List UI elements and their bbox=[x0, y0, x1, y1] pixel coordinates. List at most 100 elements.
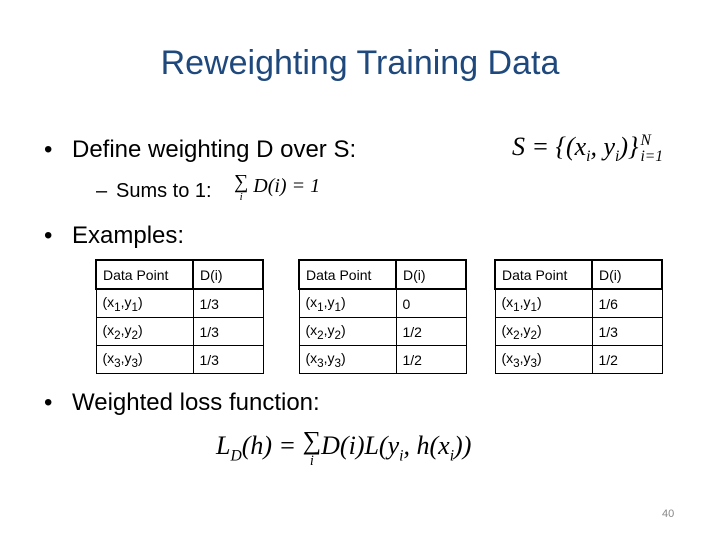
cell-part: ,y bbox=[120, 349, 132, 366]
cell-part: (x bbox=[305, 321, 318, 338]
cell-part: ,y bbox=[519, 293, 531, 310]
cell-part: (x bbox=[102, 293, 115, 310]
cell: (x3,y3) bbox=[298, 345, 397, 374]
cell-part: 3 bbox=[114, 356, 121, 370]
cell: 1/3 bbox=[192, 317, 264, 346]
formula-part: )} bbox=[619, 132, 639, 161]
cell: 1/3 bbox=[192, 288, 264, 318]
sub-bullet-marker: – bbox=[96, 180, 108, 202]
table-row: (x1,y1) 0 bbox=[298, 288, 467, 318]
header-cell: Data Point bbox=[298, 259, 397, 290]
cell-part: 3 bbox=[131, 356, 139, 370]
cell-part: 2 bbox=[530, 328, 538, 342]
table-row: (x3,y3) 1/2 bbox=[298, 345, 467, 374]
bullet-marker: • bbox=[44, 222, 53, 249]
cell: (x3,y3) bbox=[95, 345, 194, 374]
bullet-text: Define weighting D over S: bbox=[72, 136, 357, 163]
cell-part: 3 bbox=[530, 356, 538, 370]
cell: (x2,y2) bbox=[95, 317, 194, 346]
cell-part: ,y bbox=[519, 321, 531, 338]
formula-part: ∑ bbox=[234, 171, 249, 193]
cell-part: 2 bbox=[114, 328, 121, 342]
cell: 1/3 bbox=[591, 317, 663, 346]
data-table: Data Point D(i) (x1,y1) 1/6 (x2,y2) 1/3 (x3,y3… bbox=[494, 259, 663, 374]
header-cell: D(i) bbox=[192, 259, 264, 290]
sub-bullet-text: Sums to 1: bbox=[116, 180, 212, 202]
table-row: (x1,y1) 1/6 bbox=[494, 288, 663, 318]
cell-part: (x bbox=[102, 321, 115, 338]
table-row: (x3,y3) 1/2 bbox=[494, 345, 663, 374]
cell: (x3,y3) bbox=[494, 345, 593, 374]
bullet-text: Weighted loss function: bbox=[72, 389, 320, 416]
formula-part: i bbox=[449, 447, 455, 465]
formula-part: S = {(x bbox=[512, 132, 587, 161]
table-row: (x2,y2) 1/2 bbox=[298, 317, 467, 346]
cell: 1/6 bbox=[591, 288, 663, 318]
cell: 1/3 bbox=[192, 345, 264, 374]
cell-part: 2 bbox=[513, 328, 520, 342]
formula: ∑ i D(i) = 1 bbox=[234, 172, 320, 203]
formula-part: , y bbox=[590, 132, 616, 161]
formula-part: i bbox=[615, 148, 620, 166]
cell-part: ) bbox=[537, 321, 542, 338]
formula-part: )) bbox=[454, 431, 472, 461]
cell-part: ) bbox=[537, 349, 542, 366]
sigma: ∑ i bbox=[234, 172, 248, 203]
table-row: (x3,y3) 1/3 bbox=[95, 345, 264, 374]
cell-part: 2 bbox=[131, 328, 139, 342]
cell-part: ) bbox=[341, 349, 346, 366]
cell: (x2,y2) bbox=[494, 317, 593, 346]
bullet-marker: • bbox=[44, 389, 53, 416]
cell-part: ,y bbox=[323, 349, 335, 366]
header-cell: D(i) bbox=[591, 259, 663, 290]
cell-part: 1 bbox=[513, 300, 520, 314]
slide-title: Reweighting Training Data bbox=[160, 44, 560, 82]
cell-part: 3 bbox=[513, 356, 520, 370]
header-row: Data Point D(i) bbox=[298, 259, 467, 290]
cell-part: (x bbox=[305, 349, 318, 366]
formula-part: , h(x bbox=[403, 431, 450, 461]
table-row: (x2,y2) 1/3 bbox=[95, 317, 264, 346]
cell-part: 2 bbox=[317, 328, 324, 342]
cell-part: ,y bbox=[120, 321, 132, 338]
header-cell: Data Point bbox=[95, 259, 194, 290]
cell-part: 2 bbox=[334, 328, 342, 342]
formula-part: D(i) = 1 bbox=[253, 175, 321, 198]
formula-part: i bbox=[586, 148, 591, 166]
cell: (x1,y1) bbox=[298, 288, 397, 318]
formula-part: i bbox=[309, 453, 314, 469]
cell-part: ,y bbox=[120, 293, 132, 310]
formula-part: ∑ bbox=[302, 426, 322, 455]
bullet-text: Examples: bbox=[72, 222, 185, 249]
formula-part: D bbox=[230, 447, 242, 465]
cell-part: 1 bbox=[114, 300, 121, 314]
formula-part: (h) = bbox=[241, 431, 303, 461]
formula-part: N bbox=[640, 132, 651, 150]
cell-part: (x bbox=[501, 321, 514, 338]
cell-part: ) bbox=[138, 321, 143, 338]
cell-part: ) bbox=[341, 293, 346, 310]
cell-part: (x bbox=[102, 349, 115, 366]
header-cell: D(i) bbox=[395, 259, 467, 290]
formula-part: i=1 bbox=[640, 148, 664, 166]
cell: (x1,y1) bbox=[95, 288, 194, 318]
cell-part: ) bbox=[537, 293, 542, 310]
cell: 1/2 bbox=[395, 317, 467, 346]
cell-part: ,y bbox=[323, 321, 335, 338]
table-row: (x1,y1) 1/3 bbox=[95, 288, 264, 318]
cell-part: ) bbox=[341, 321, 346, 338]
cell: (x1,y1) bbox=[494, 288, 593, 318]
cell-part: 1 bbox=[334, 300, 342, 314]
page-number: 40 bbox=[662, 508, 675, 520]
sigma: ∑ i bbox=[302, 426, 322, 469]
cell-part: 1 bbox=[317, 300, 324, 314]
header-cell: Data Point bbox=[494, 259, 593, 290]
cell-part: 1 bbox=[131, 300, 139, 314]
cell-part: (x bbox=[501, 349, 514, 366]
cell-part: (x bbox=[305, 293, 318, 310]
header-row: Data Point D(i) bbox=[95, 259, 264, 290]
formula-part: D(i)L(y bbox=[321, 431, 400, 461]
